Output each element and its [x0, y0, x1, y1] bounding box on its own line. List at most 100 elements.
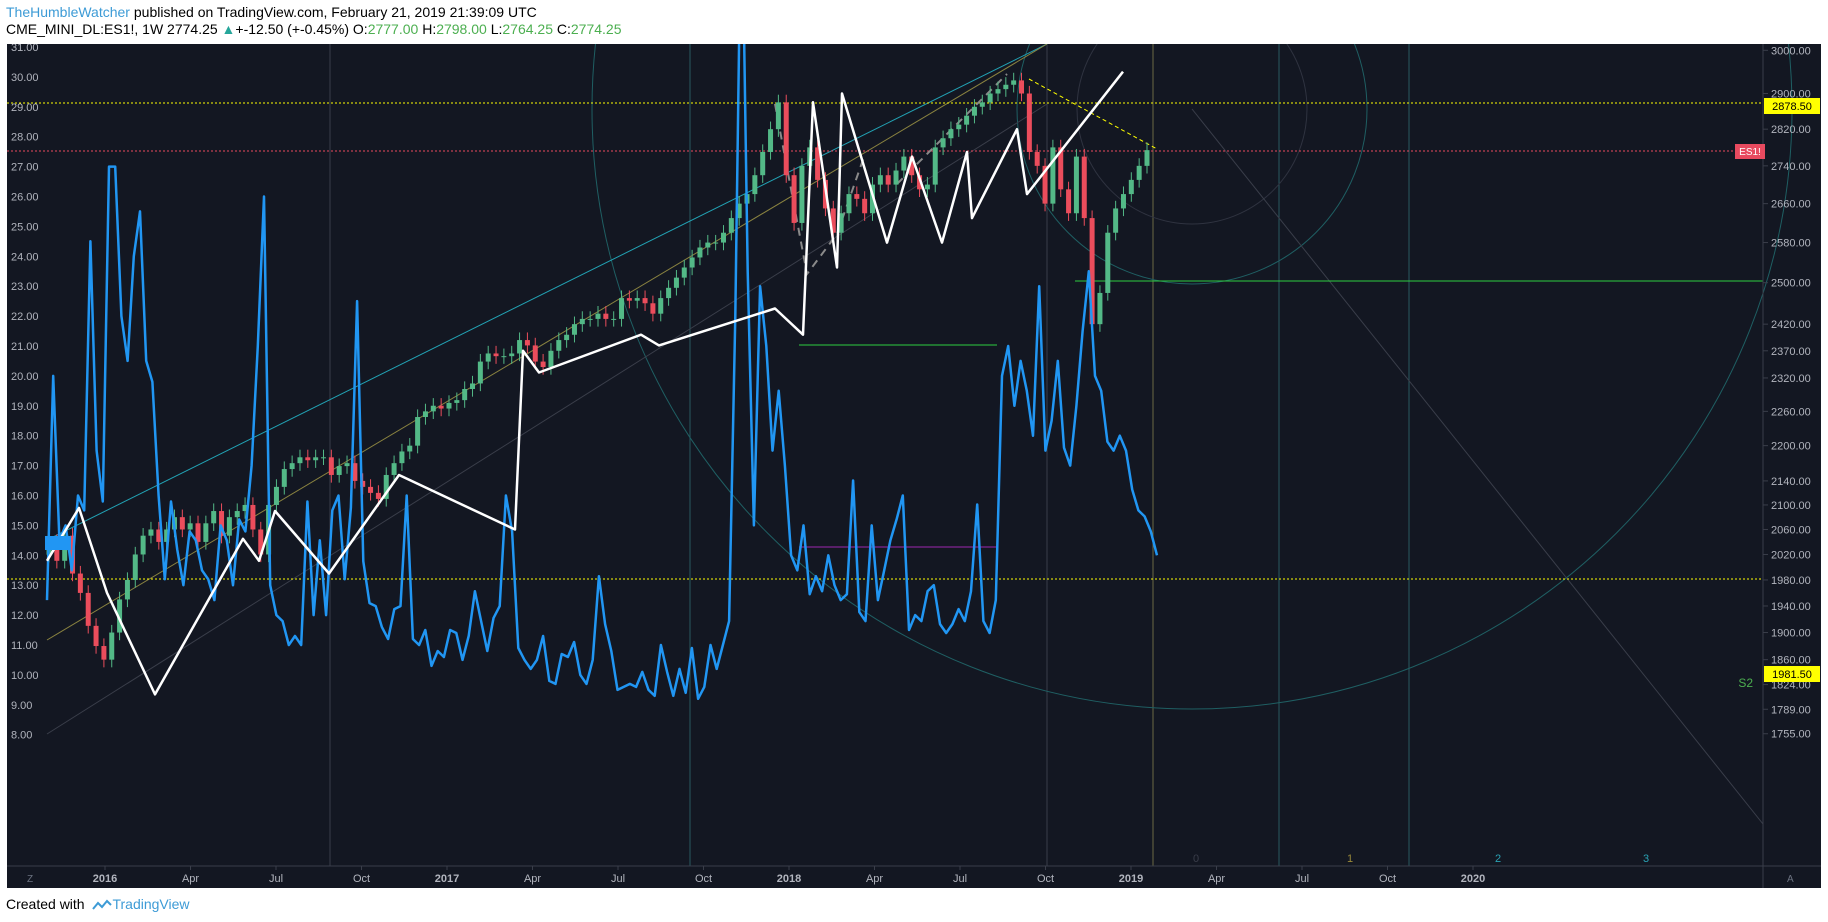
candle-body	[681, 267, 687, 278]
right-axis-tick: 1860.00	[1771, 655, 1811, 667]
right-axis-tick: 2100.00	[1771, 500, 1811, 512]
dashed-projection	[774, 103, 866, 277]
author-link[interactable]: TheHumbleWatcher	[6, 4, 130, 20]
right-axis-tick: 2820.00	[1771, 124, 1811, 136]
vix-line	[45, 0, 1159, 701]
candle-body	[524, 340, 530, 346]
left-axis-tick: 9.00	[11, 700, 32, 712]
symbol-title[interactable]: CME_MINI_DL:ES1!, 1W	[6, 21, 164, 37]
candle-body	[642, 298, 648, 304]
candle-body	[54, 541, 60, 561]
footer: Created with TradingView	[6, 896, 190, 912]
right-axis-tick: 2320.00	[1771, 373, 1811, 385]
candle-body	[234, 511, 240, 518]
candle-body	[548, 350, 554, 368]
tradingview-link[interactable]: TradingView	[112, 896, 190, 912]
candle-body	[164, 529, 170, 542]
high-value: 2798.00	[436, 21, 487, 37]
chart-canvas[interactable]: Z A 31.00 30.00 29.00 28.00 27.00 26.00 25.00 2…	[7, 0, 1821, 888]
candle-body	[226, 517, 232, 536]
candle-body	[509, 353, 515, 357]
candle-body	[289, 463, 295, 470]
candle-body	[666, 287, 672, 299]
candle-body	[187, 523, 193, 530]
candle-body	[250, 504, 256, 530]
created-with-text: Created with	[6, 896, 85, 912]
candle-body	[658, 298, 664, 314]
candle-body	[1081, 156, 1087, 219]
candle-body	[344, 463, 350, 467]
x-axis-tick: Apr	[866, 873, 883, 885]
right-axis-tick: 2500.00	[1771, 278, 1811, 290]
candle-body	[948, 129, 954, 139]
right-axis-tick: 1755.00	[1771, 729, 1811, 741]
x-axis-tick: Jul	[1295, 873, 1309, 885]
candle-body	[501, 356, 507, 358]
level-low-tag-bg	[1764, 666, 1820, 682]
right-axis-tick: 1900.00	[1771, 628, 1811, 640]
candle-body	[1136, 165, 1142, 180]
candle-body	[124, 579, 130, 600]
left-axis-tick: 24.00	[11, 251, 39, 263]
candle-body	[893, 170, 899, 185]
candle-body	[870, 184, 875, 214]
x-axis-tick: 2019	[1119, 873, 1143, 885]
candle-body	[603, 313, 609, 319]
corner-left-label[interactable]: Z	[27, 874, 33, 885]
change-arrow-icon: ▲	[221, 21, 236, 37]
fib-time-3: 3	[1643, 853, 1649, 865]
candle-body	[673, 277, 679, 288]
candle-body	[1011, 80, 1017, 85]
right-axis-tick: 1980.00	[1771, 575, 1811, 587]
candle-body	[877, 175, 883, 185]
candle-body	[430, 405, 436, 412]
right-axis-tick: 3000.00	[1771, 45, 1811, 57]
candle-body	[720, 232, 726, 243]
support-tag: S2	[1738, 676, 1753, 690]
candle-body	[1019, 80, 1025, 94]
candle-body	[383, 474, 389, 499]
candle-body	[375, 492, 381, 499]
left-marker-icon	[45, 536, 71, 550]
candle-body	[956, 124, 962, 130]
candle-body	[783, 102, 789, 176]
x-axis-tick: Oct	[1379, 873, 1396, 885]
price-chart[interactable]: Z A 31.0030.0029.0028.0027.0026.0025.002…	[7, 0, 1821, 888]
candle-body	[109, 632, 115, 660]
candle-body	[791, 175, 797, 223]
candle-body	[1113, 208, 1119, 233]
right-axis-tick: 2020.00	[1771, 549, 1811, 561]
candle-body	[979, 102, 985, 107]
right-axis-tick: 2370.00	[1771, 346, 1811, 358]
candle-body	[517, 340, 523, 354]
candle-body	[336, 466, 342, 475]
trend-channel-lower	[46, 103, 1048, 735]
candle-body	[768, 129, 774, 152]
candle-body	[242, 504, 248, 512]
candle-body	[85, 592, 91, 626]
candle-body	[1073, 156, 1079, 214]
left-axis-tick: 18.00	[11, 431, 39, 443]
low-value: 2764.25	[502, 21, 553, 37]
candle-body	[1089, 218, 1095, 325]
candle-body	[1026, 93, 1032, 152]
right-axis-tick: 2200.00	[1771, 441, 1811, 453]
candle-body	[1034, 151, 1040, 166]
left-axis-tick: 29.00	[11, 102, 39, 114]
candle-body	[697, 247, 703, 258]
left-axis-tick: 28.00	[11, 132, 39, 144]
open-value: 2777.00	[367, 21, 419, 37]
last-price-tag: ES1!	[1739, 147, 1761, 158]
x-axis-tick: 2017	[435, 873, 459, 885]
candle-body	[932, 147, 938, 185]
candle-body	[462, 388, 468, 401]
candle-body	[415, 417, 421, 446]
left-axis-tick: 23.00	[11, 281, 39, 293]
chart-header: TheHumbleWatcher published on TradingVie…	[0, 0, 1828, 44]
candle-body	[885, 175, 891, 185]
candle-body	[760, 151, 766, 176]
right-axis-tick: 2580.00	[1771, 238, 1811, 250]
candle-body	[752, 175, 758, 195]
corner-right-label[interactable]: A	[1787, 874, 1794, 885]
candle-body	[579, 318, 585, 325]
